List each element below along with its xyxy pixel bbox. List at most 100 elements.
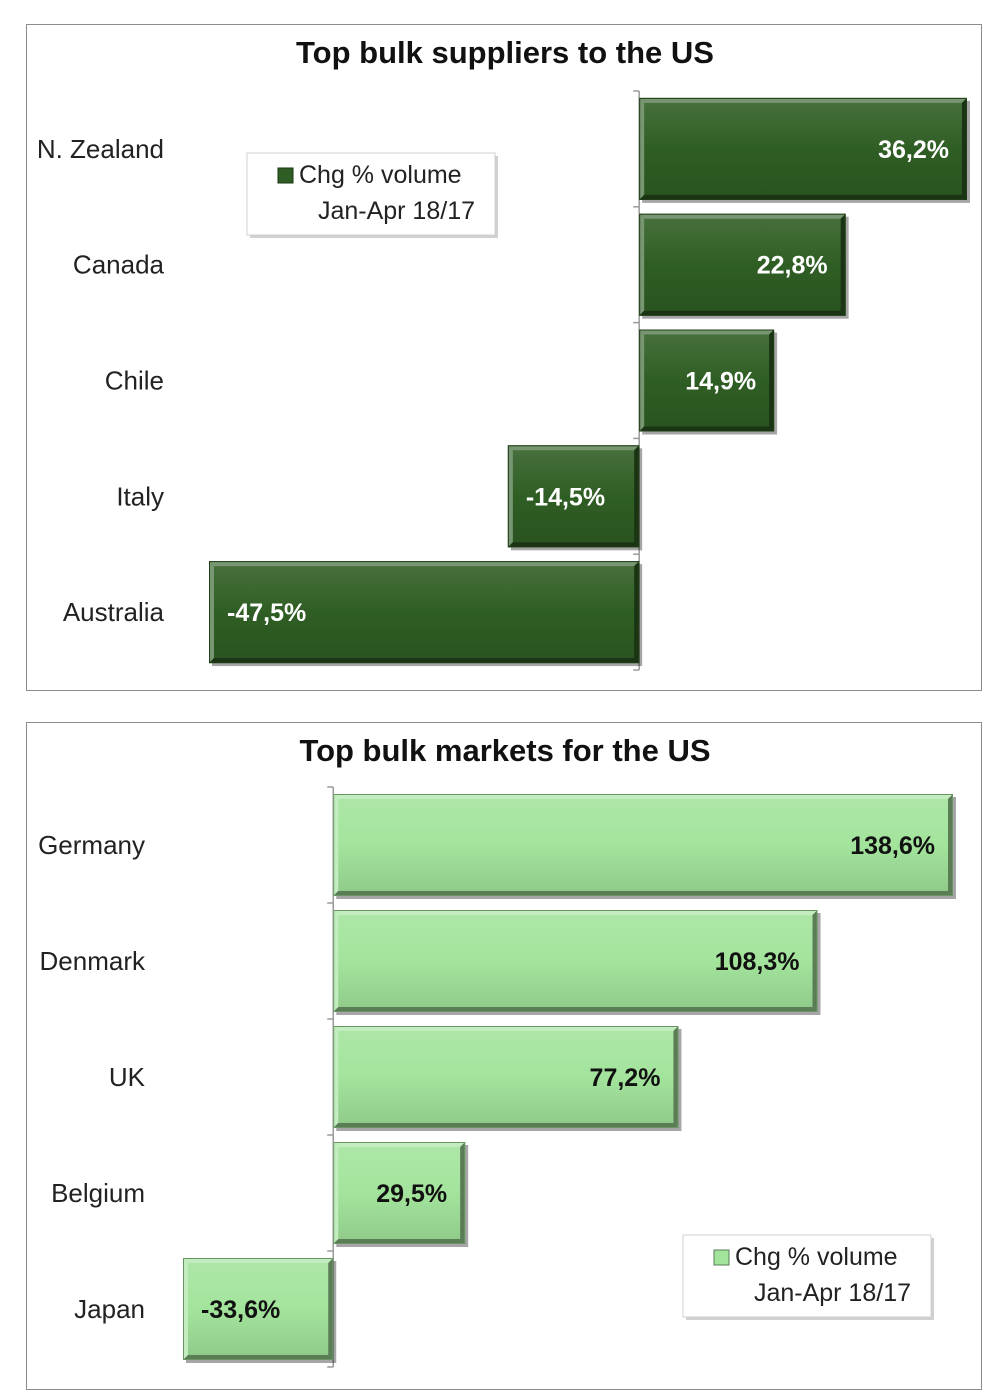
- bar-outline: [183, 1258, 334, 1360]
- category-label: N. Zealand: [37, 134, 164, 164]
- bar-bevel-top: [333, 910, 818, 915]
- bar-bevel-top: [507, 445, 640, 451]
- data-label: 22,8%: [757, 252, 828, 280]
- bar-chile: [639, 329, 778, 435]
- bar-bevel-right: [962, 97, 967, 200]
- bar-bevel-right: [840, 213, 846, 316]
- bar-belgium: [333, 1142, 469, 1247]
- bar-bevel-top: [333, 1142, 466, 1147]
- markets-chart: Top bulk markets for the US 138,6% Germany…: [38, 733, 956, 1368]
- data-label: -33,6%: [201, 1296, 280, 1324]
- bar-bevel-right: [769, 329, 775, 432]
- suppliers-chart: Top bulk suppliers to the US 36,2% N. Zeal…: [37, 35, 970, 671]
- bar-bevel-bottom: [333, 1007, 818, 1012]
- bar-body: [639, 329, 775, 432]
- bar-body: [333, 1142, 466, 1244]
- bar-outline: [639, 213, 846, 316]
- data-label: -47,5%: [227, 599, 306, 627]
- bar-denmark: [333, 910, 821, 1015]
- legend-label-line2: Jan-Apr 18/17: [754, 1279, 911, 1307]
- bar-bevel-left: [639, 329, 645, 432]
- bar-bevel-right: [634, 445, 640, 548]
- legend-swatch: [277, 167, 294, 184]
- bar-bevel-top: [333, 794, 953, 799]
- legend: Chg % volume Jan-Apr 18/17: [682, 1234, 934, 1320]
- bar-bevel-right: [634, 561, 640, 664]
- bar-bevel-left: [333, 794, 339, 896]
- category-label: Chile: [105, 366, 164, 396]
- bar-bevel-top: [639, 329, 775, 335]
- bar-bevel-bottom: [639, 194, 967, 200]
- data-label: 77,2%: [590, 1064, 661, 1092]
- bar-outline: [333, 794, 953, 896]
- bar-body: [333, 910, 818, 1012]
- bar-australia: [209, 561, 643, 667]
- bar-body: [507, 445, 640, 548]
- bar-bevel-right: [328, 1258, 334, 1360]
- legend-box: [682, 1234, 932, 1318]
- category-label: Germany: [38, 830, 145, 860]
- data-label: 14,9%: [685, 368, 756, 396]
- bar-bevel-left: [333, 1142, 339, 1244]
- bar-outline: [333, 1026, 679, 1128]
- bar-outline: [333, 1142, 466, 1244]
- bar-outline: [209, 561, 640, 664]
- data-label: 138,6%: [850, 832, 935, 860]
- bar-body: [639, 97, 967, 200]
- bar-bevel-bottom: [183, 1355, 334, 1360]
- category-label: UK: [109, 1062, 146, 1092]
- bar-bevel-top: [209, 561, 640, 567]
- bar-bevel-left: [333, 910, 339, 1012]
- bar-bevel-top: [333, 1026, 679, 1031]
- bar-italy: [507, 445, 643, 551]
- chart-title: Top bulk markets for the US: [299, 733, 710, 768]
- bar-body: [333, 1026, 679, 1128]
- category-label: Australia: [63, 597, 165, 627]
- bar-bevel-right: [673, 1026, 679, 1128]
- bar-bevel-top: [639, 97, 967, 103]
- bar-outline: [639, 97, 967, 200]
- bar-bevel-right: [460, 1142, 466, 1244]
- legend-label-line1: Chg % volume: [299, 161, 462, 189]
- data-label: 108,3%: [715, 948, 800, 976]
- bar-body: [183, 1258, 334, 1360]
- category-label: Denmark: [40, 946, 146, 976]
- bar-bevel-bottom: [333, 1239, 466, 1244]
- bar-bevel-left: [183, 1258, 188, 1360]
- bar-outline: [639, 329, 775, 432]
- legend-swatch: [713, 1249, 730, 1266]
- bar-body: [333, 794, 953, 896]
- chart-title: Top bulk suppliers to the US: [296, 35, 714, 70]
- bar-body: [209, 561, 640, 664]
- bar-outline: [333, 910, 818, 1012]
- bar-n-zealand: [639, 97, 970, 203]
- bar-outline: [507, 445, 640, 548]
- suppliers-chart-panel: Top bulk suppliers to the US 36,2% N. Zeal…: [26, 24, 982, 691]
- bar-bevel-bottom: [507, 542, 640, 548]
- bar-germany: [333, 794, 956, 899]
- bar-bevel-left: [639, 97, 645, 200]
- category-label: Italy: [116, 481, 164, 511]
- bar-bevel-left: [333, 1026, 339, 1128]
- category-label: Japan: [74, 1294, 145, 1324]
- bar-bevel-left: [639, 213, 645, 316]
- bar-bevel-top: [183, 1258, 334, 1263]
- markets-chart-panel: Top bulk markets for the US 138,6% Germany…: [26, 722, 982, 1390]
- legend: Chg % volume Jan-Apr 18/17: [246, 152, 498, 238]
- bar-bevel-right: [948, 794, 953, 896]
- bar-bevel-right: [812, 910, 818, 1012]
- bar-body: [639, 213, 846, 316]
- legend-box: [246, 152, 496, 236]
- bar-bevel-left: [507, 445, 513, 548]
- bar-japan: [183, 1258, 337, 1363]
- data-label: -14,5%: [526, 483, 605, 511]
- bar-bevel-left: [209, 561, 214, 664]
- bar-bevel-bottom: [209, 658, 640, 664]
- bar-canada: [639, 213, 849, 319]
- category-label: Canada: [73, 250, 165, 280]
- legend-label-line1: Chg % volume: [735, 1243, 898, 1271]
- bar-bevel-bottom: [639, 426, 775, 432]
- bar-bevel-bottom: [333, 891, 953, 896]
- bar-bevel-bottom: [333, 1123, 679, 1128]
- bar-uk: [333, 1026, 682, 1131]
